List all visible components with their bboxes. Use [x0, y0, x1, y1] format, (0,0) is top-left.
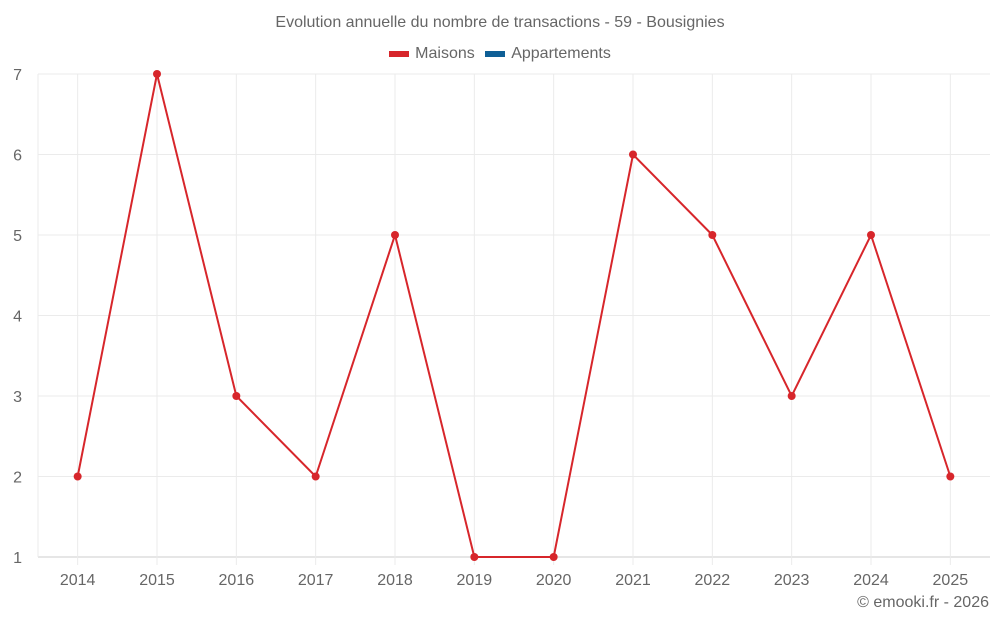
maisons-swatch-icon — [389, 51, 410, 57]
legend-label: Appartements — [511, 45, 611, 62]
x-tick-label: 2017 — [298, 572, 334, 589]
data-point[interactable] — [470, 553, 479, 561]
x-tick-label: 2022 — [695, 572, 731, 589]
data-point[interactable] — [867, 231, 875, 239]
data-point[interactable] — [549, 553, 558, 561]
data-point[interactable] — [787, 392, 796, 400]
legend: Maisons Appartements — [0, 44, 1000, 63]
legend-label: Maisons — [415, 45, 475, 62]
data-point[interactable] — [73, 472, 82, 481]
x-tick-label: 2014 — [60, 572, 96, 589]
x-tick-label: 2020 — [536, 572, 572, 589]
data-point[interactable] — [153, 70, 161, 78]
data-point[interactable] — [708, 231, 717, 239]
x-tick-label: 2023 — [774, 572, 810, 589]
appartements-swatch-icon — [485, 51, 506, 57]
credit: © emooki.fr - 2026 — [857, 594, 989, 611]
data-point[interactable] — [391, 231, 399, 239]
data-point[interactable] — [629, 150, 637, 159]
x-tick-label: 2016 — [219, 572, 255, 589]
data-point[interactable] — [946, 472, 955, 481]
y-tick-label: 4 — [13, 309, 22, 326]
y-tick-label: 5 — [13, 228, 22, 245]
x-tick-label: 2015 — [139, 572, 175, 589]
x-tick-label: 2021 — [615, 572, 651, 589]
series-line — [76, 73, 952, 558]
legend-item-maisons[interactable]: Maisons — [389, 45, 475, 63]
data-point[interactable] — [232, 392, 241, 400]
x-tick-label: 2025 — [933, 572, 969, 589]
x-tick-label: 2024 — [853, 572, 889, 589]
y-tick-label: 3 — [13, 389, 22, 406]
y-tick-label: 1 — [13, 550, 22, 567]
y-tick-label: 2 — [13, 470, 22, 487]
x-tick-label: 2018 — [377, 572, 413, 589]
legend-item-appartements[interactable]: Appartements — [485, 45, 611, 63]
data-point[interactable] — [311, 472, 320, 481]
y-tick-label: 7 — [13, 67, 22, 84]
x-tick-label: 2019 — [457, 572, 493, 589]
y-tick-label: 6 — [13, 148, 22, 165]
chart-title: Evolution annuelle du nombre de transact… — [275, 14, 725, 31]
